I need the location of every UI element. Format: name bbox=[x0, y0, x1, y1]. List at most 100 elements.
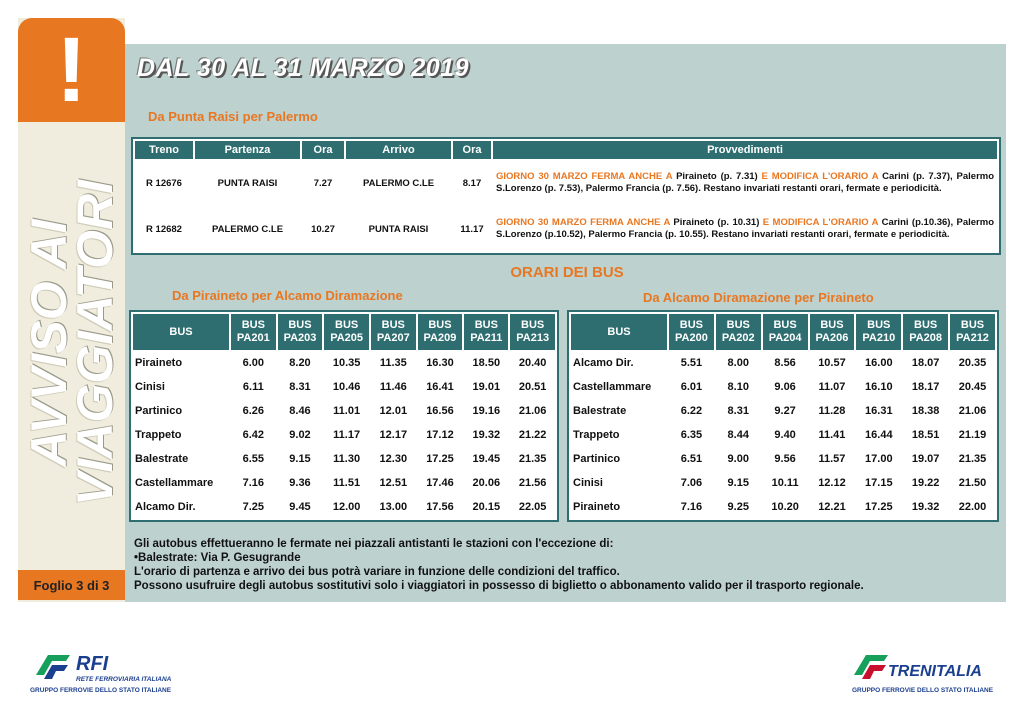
bus-time: 10.20 bbox=[762, 496, 808, 518]
bus-table-piraineto-alcamo: BUS BUS PA201 BUS PA203 BUS PA205 BUS PA… bbox=[129, 310, 559, 522]
bus-time: 16.44 bbox=[856, 424, 902, 446]
sheet-label: Foglio 3 di 3 bbox=[18, 570, 125, 600]
provisions-highlight: E MODIFICA L'ORARIO A bbox=[761, 171, 879, 182]
table-row: Piraineto 6.00 8.20 10.35 11.35 16.30 18.50 20.… bbox=[133, 352, 555, 374]
bus-time: 11.07 bbox=[809, 376, 855, 398]
stop-name: Partinico bbox=[133, 400, 229, 422]
page-title: DAL 30 AL 31 MARZO 2019 bbox=[137, 54, 469, 82]
col-header-treno: Treno bbox=[135, 141, 193, 159]
bus-time: 16.56 bbox=[417, 400, 463, 422]
col-header-bus: BUS PA206 bbox=[809, 314, 855, 350]
bus-time: 21.56 bbox=[510, 472, 555, 494]
bus-time: 8.31 bbox=[715, 400, 761, 422]
bus-time: 8.46 bbox=[277, 400, 323, 422]
col-header-bus: BUS PA204 bbox=[762, 314, 808, 350]
stop-name: Castellammare bbox=[133, 472, 229, 494]
bus-time: 21.35 bbox=[510, 448, 555, 470]
table-row: Partinico 6.26 8.46 11.01 12.01 16.56 19.16 21.… bbox=[133, 400, 555, 422]
col-header-bus: BUS PA202 bbox=[715, 314, 761, 350]
bus-time: 11.28 bbox=[809, 400, 855, 422]
bus-time: 6.26 bbox=[231, 400, 276, 422]
bus-time: 11.35 bbox=[370, 352, 416, 374]
bus-time: 22.05 bbox=[510, 496, 555, 518]
provisions-highlight: GIORNO 30 MARZO FERMA ANCHE A bbox=[496, 217, 670, 228]
bus-time: 12.17 bbox=[370, 424, 416, 446]
bus-time: 12.00 bbox=[324, 496, 369, 518]
notes: Gli autobus effettueranno le fermate nei… bbox=[134, 537, 864, 593]
train-table: Treno Partenza Ora Arrivo Ora Provvedime… bbox=[131, 137, 1001, 255]
table-row: Trappeto 6.35 8.44 9.40 11.41 16.44 18.51 21.19 bbox=[571, 424, 995, 446]
bus-time: 11.41 bbox=[809, 424, 855, 446]
bus-time: 19.32 bbox=[903, 496, 949, 518]
bus-time: 8.44 bbox=[715, 424, 761, 446]
bus-time: 6.11 bbox=[231, 376, 276, 398]
bus-time: 21.06 bbox=[510, 400, 555, 422]
bus-time: 9.27 bbox=[762, 400, 808, 422]
bus-time: 19.16 bbox=[464, 400, 509, 422]
rfi-logo: RFI RETE FERROVIARIA ITALIANA GRUPPO FER… bbox=[30, 645, 220, 700]
note-line: L'orario di partenza e arrivo dei bus po… bbox=[134, 566, 620, 578]
bus-time: 8.00 bbox=[715, 352, 761, 374]
table-row: Trappeto 6.42 9.02 11.17 12.17 17.12 19.32 21.2… bbox=[133, 424, 555, 446]
bus-time: 6.22 bbox=[669, 400, 714, 422]
table-row: R 12682 PALERMO C.LE 10.27 PUNTA RAISI 1… bbox=[135, 207, 997, 251]
bus-time: 21.22 bbox=[510, 424, 555, 446]
bus-time: 6.00 bbox=[231, 352, 276, 374]
stop-name: Piraineto bbox=[133, 352, 229, 374]
col-header-bus: BUS PA200 bbox=[669, 314, 714, 350]
table-row: Piraineto 7.16 9.25 10.20 12.21 17.25 19.32 22.… bbox=[571, 496, 995, 518]
provisions-stop: Piraineto (p. 7.31) bbox=[676, 171, 762, 182]
rfi-name: RFI bbox=[76, 653, 109, 675]
bus-time: 9.02 bbox=[277, 424, 323, 446]
bus-time: 21.35 bbox=[950, 448, 995, 470]
bus-time: 18.50 bbox=[464, 352, 509, 374]
arrival-time: 8.17 bbox=[453, 161, 491, 205]
bus-time: 16.10 bbox=[856, 376, 902, 398]
bus-time: 8.20 bbox=[277, 352, 323, 374]
bus-time: 12.51 bbox=[370, 472, 416, 494]
bus-time: 8.56 bbox=[762, 352, 808, 374]
bus-time: 10.57 bbox=[809, 352, 855, 374]
fs-mark-icon bbox=[854, 655, 888, 679]
arrival-station: PALERMO C.LE bbox=[346, 161, 451, 205]
bus-time: 9.45 bbox=[277, 496, 323, 518]
departure-station: PUNTA RAISI bbox=[195, 161, 300, 205]
stop-name: Cinisi bbox=[571, 472, 667, 494]
col-header-partenza: Partenza bbox=[195, 141, 300, 159]
bus-time: 7.06 bbox=[669, 472, 714, 494]
trenitalia-logo: TRENITALIA GRUPPO FERROVIE DELLO STATO I… bbox=[848, 645, 1008, 700]
bus-time: 16.00 bbox=[856, 352, 902, 374]
alert-box: ! bbox=[18, 18, 125, 122]
provisions-text: GIORNO 30 MARZO FERMA ANCHE A Piraineto … bbox=[493, 207, 997, 251]
bus-table-header: BUS BUS PA201 BUS PA203 BUS PA205 BUS PA… bbox=[133, 314, 555, 350]
bus-time: 12.12 bbox=[809, 472, 855, 494]
bus-time: 5.51 bbox=[669, 352, 714, 374]
col-header-bus: BUS PA210 bbox=[856, 314, 902, 350]
bus-time: 8.31 bbox=[277, 376, 323, 398]
bus-time: 11.51 bbox=[324, 472, 369, 494]
bus-time: 21.50 bbox=[950, 472, 995, 494]
col-header-bus: BUS PA209 bbox=[417, 314, 463, 350]
departure-time: 7.27 bbox=[302, 161, 344, 205]
col-header-bus: BUS PA213 bbox=[510, 314, 555, 350]
table-row: Partinico 6.51 9.00 9.56 11.57 17.00 19.07 21.3… bbox=[571, 448, 995, 470]
bus-section-title: ORARI DEI BUS bbox=[510, 264, 624, 281]
bus-time: 20.40 bbox=[510, 352, 555, 374]
provisions-detail: Carini (p.10.36), Palermo S.Lorenzo (p.1… bbox=[496, 217, 995, 240]
table-row: Castellammare 7.16 9.36 11.51 12.51 17.46 20.0… bbox=[133, 472, 555, 494]
col-header-bus: BUS PA203 bbox=[277, 314, 323, 350]
bus-time: 16.31 bbox=[856, 400, 902, 422]
table-row: R 12676 PUNTA RAISI 7.27 PALERMO C.LE 8.… bbox=[135, 161, 997, 205]
table-row: Alcamo Dir. 5.51 8.00 8.56 10.57 16.00 18.07 20… bbox=[571, 352, 995, 374]
vertical-banner-text: AVVISO AI VIAGGIATORI bbox=[22, 180, 122, 506]
bus-right-subtitle: Da Alcamo Diramazione per Piraineto bbox=[643, 290, 874, 305]
bus-time: 8.10 bbox=[715, 376, 761, 398]
col-header-stop: BUS bbox=[133, 314, 229, 350]
provisions-detail: Carini (p. 7.37), Palermo S.Lorenzo (p. … bbox=[496, 171, 995, 194]
bus-time: 16.41 bbox=[417, 376, 463, 398]
bus-time: 18.38 bbox=[903, 400, 949, 422]
col-header-bus: BUS PA207 bbox=[370, 314, 416, 350]
bus-time: 22.00 bbox=[950, 496, 995, 518]
rfi-line-1: RETE FERROVIARIA ITALIANA bbox=[76, 676, 172, 683]
bus-time: 11.17 bbox=[324, 424, 369, 446]
